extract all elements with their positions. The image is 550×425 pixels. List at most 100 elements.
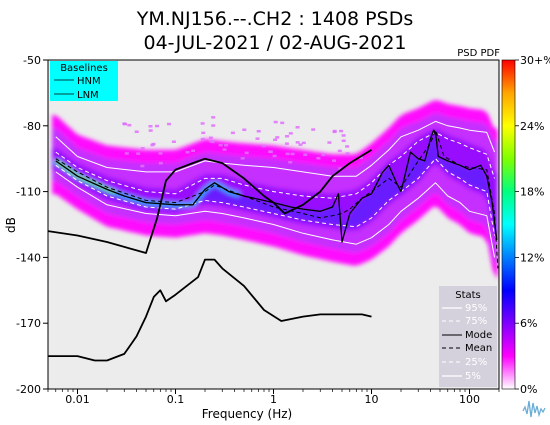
colorbar-ticks: 30+% 24% 18% 12% 6% 0% bbox=[515, 54, 550, 396]
pdf-outlier-dot bbox=[222, 148, 227, 151]
x-tick-label: 100 bbox=[459, 393, 480, 406]
waveform-logo-icon bbox=[522, 400, 546, 418]
pdf-outlier-dot bbox=[285, 152, 290, 156]
series-line-hnm bbox=[48, 149, 372, 254]
pdf-outlier-dot bbox=[290, 152, 295, 156]
pdf-outlier-dot bbox=[155, 124, 159, 128]
pdf-outlier-dot bbox=[280, 121, 285, 125]
p25-legend-label: 25% bbox=[465, 357, 487, 368]
pdf-outlier-dot bbox=[218, 143, 223, 147]
pdf-outlier-dot bbox=[127, 123, 132, 127]
pdf-outlier-dot bbox=[341, 139, 346, 142]
y-tick-label: -170 bbox=[16, 317, 41, 330]
pdf-outlier-dot bbox=[158, 161, 163, 165]
colorbar-tick-label: 6% bbox=[520, 317, 537, 330]
colorbar-tick-label: 12% bbox=[520, 251, 544, 264]
pdf-outlier-dot bbox=[200, 122, 205, 125]
p95-legend-label: 95% bbox=[465, 303, 487, 314]
pdf-outlier-dot bbox=[244, 151, 249, 155]
pdf-outlier-dot bbox=[321, 153, 326, 157]
pdf-outlier-dot bbox=[211, 116, 216, 119]
pdf-outlier-dot bbox=[339, 129, 344, 133]
pdf-outlier-dot bbox=[273, 120, 278, 124]
pdf-outlier-dot bbox=[272, 154, 277, 158]
pdf-outlier-dot bbox=[311, 128, 316, 131]
colorbar-tick-label: 18% bbox=[520, 186, 544, 199]
y-axis: -50 -80 -110 -140 -170 -200 bbox=[16, 54, 48, 396]
x-tick-label: 0.01 bbox=[65, 393, 90, 406]
pdf-outlier-dot bbox=[134, 130, 139, 133]
colorbar-tick-label: 24% bbox=[520, 120, 544, 133]
lnm-legend-label: LNM bbox=[77, 90, 99, 101]
pdf-outlier-dot bbox=[303, 153, 308, 156]
x-axis: 0.01 0.1 1 10 100 bbox=[47, 389, 500, 406]
pdf-outlier-dot bbox=[158, 152, 163, 155]
stats-legend: Stats 95% 75% Mode Mean 25% 5% bbox=[439, 286, 497, 387]
y-tick-label: -110 bbox=[16, 186, 41, 199]
pdf-outlier-dot bbox=[359, 156, 364, 160]
pdf-outlier-dot bbox=[332, 159, 336, 162]
pdf-outlier-dot bbox=[288, 132, 293, 135]
pdf-outlier-dot bbox=[123, 122, 127, 126]
y-tick-label: -50 bbox=[23, 54, 41, 67]
p75-legend-label: 75% bbox=[465, 316, 487, 327]
x-tick-label: 1 bbox=[270, 393, 277, 406]
pdf-outlier-dot bbox=[224, 144, 229, 147]
x-tick-label: 0.1 bbox=[167, 393, 185, 406]
pdf-outlier-dot bbox=[295, 141, 300, 144]
pdf-outlier-dot bbox=[230, 131, 235, 135]
pdf-outlier-dot bbox=[148, 129, 153, 132]
colorbar bbox=[501, 59, 516, 390]
stats-legend-title: Stats bbox=[455, 290, 481, 301]
p5-legend-label: 5% bbox=[465, 371, 481, 382]
pdf-outlier-dot bbox=[256, 130, 261, 133]
pdf-outlier-dot bbox=[211, 124, 216, 127]
baselines-legend-title: Baselines bbox=[60, 63, 108, 74]
stats-legend-box bbox=[439, 286, 497, 387]
hnm-legend-label: HNM bbox=[77, 76, 101, 87]
pdf-outlier-dot bbox=[337, 149, 342, 153]
pdf-outlier-dot bbox=[242, 128, 247, 131]
pdf-outlier-dot bbox=[191, 149, 195, 152]
pdf-outlier-dot bbox=[124, 152, 129, 155]
pdf-density-band bbox=[52, 129, 498, 240]
mean-legend-label: Mean bbox=[465, 343, 492, 354]
chart-subtitle: 04-JUL-2021 / 02-AUG-2021 bbox=[144, 32, 407, 54]
pdf-outlier-dot bbox=[345, 145, 350, 148]
series-line-95pct bbox=[55, 120, 495, 177]
pdf-outlier-dot bbox=[171, 140, 176, 143]
pdf-outlier-dot bbox=[273, 138, 278, 141]
pdf-outlier-dot bbox=[285, 135, 289, 138]
series-line-mode bbox=[55, 129, 498, 243]
pdf-outlier-dot bbox=[185, 151, 190, 154]
series-line-5pct bbox=[55, 171, 495, 258]
pdf-outlier-dot bbox=[345, 152, 350, 155]
y-axis-label: dB bbox=[4, 217, 18, 233]
pdf-outlier-dot bbox=[167, 122, 171, 126]
series-line-25pct bbox=[55, 158, 495, 236]
pdf-outlier-dot bbox=[150, 143, 155, 147]
series-layer bbox=[48, 120, 499, 362]
pdf-outlier-dot bbox=[200, 137, 205, 141]
pdf-outlier-dot bbox=[268, 150, 273, 154]
pdf-outlier-dot bbox=[338, 167, 343, 170]
x-axis-label: Frequency (Hz) bbox=[202, 407, 293, 421]
pdf-outlier-dot bbox=[341, 134, 346, 137]
colorbar-title: PSD PDF bbox=[457, 48, 500, 59]
series-line-75pct bbox=[55, 131, 495, 199]
pdf-outlier-dot bbox=[208, 136, 213, 139]
pdf-outlier-dot bbox=[275, 136, 280, 139]
x-tick-label: 10 bbox=[364, 393, 378, 406]
pdf-outlier-dot bbox=[327, 141, 332, 144]
pdf-outlier-dots bbox=[122, 116, 364, 170]
baselines-legend: Baselines HNM LNM bbox=[50, 61, 118, 101]
pdf-outlier-dot bbox=[201, 131, 206, 135]
pdf-outlier-dot bbox=[140, 147, 145, 150]
pdf-outlier-dot bbox=[332, 129, 337, 133]
pdf-outlier-dot bbox=[288, 161, 293, 164]
y-tick-label: -80 bbox=[23, 120, 41, 133]
colorbar-tick-label: 30+% bbox=[520, 54, 550, 67]
pdf-outlier-dot bbox=[295, 126, 300, 129]
pdf-outlier-dot bbox=[284, 142, 289, 145]
pdf-outlier-dot bbox=[209, 140, 214, 143]
